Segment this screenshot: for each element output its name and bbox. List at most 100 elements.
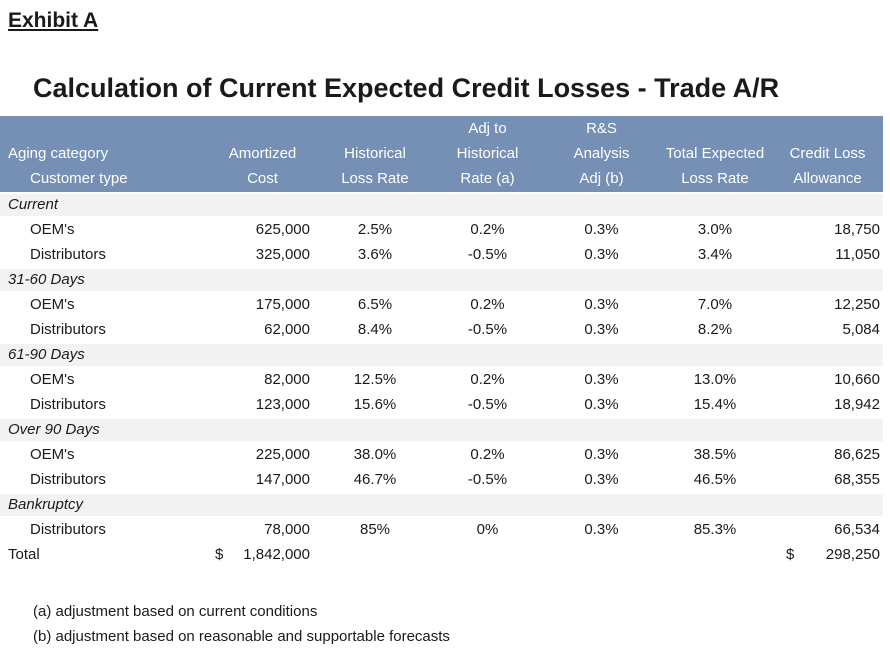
- total-expected-loss-rate-value: 3.4%: [697, 246, 733, 263]
- adj-to-historical-value: 0.2%: [470, 446, 505, 463]
- header-rs-analysis-line1: R&S: [586, 120, 617, 137]
- historical-loss-rate-value: 46.7%: [353, 471, 397, 488]
- adj-to-historical-value: -0.5%: [467, 321, 508, 338]
- category-row: Bankruptcy: [0, 492, 883, 517]
- adj-to-historical-value: -0.5%: [467, 246, 508, 263]
- header-historical-loss-rate-line1: Historical: [344, 145, 406, 162]
- total-expected-loss-rate-value: 8.2%: [697, 321, 733, 338]
- credit-loss-allowance-value: 12,250: [834, 296, 880, 313]
- historical-loss-rate-value: 6.5%: [357, 296, 393, 313]
- header-amortized-cost-line1: Amortized: [228, 145, 297, 162]
- total-amortized-cost-cell: $ 1,842,000: [205, 542, 320, 567]
- historical-loss-rate-value: 3.6%: [357, 246, 393, 263]
- category-row: 61-90 Days: [0, 342, 883, 367]
- header-amortized-cost-line2: Cost: [247, 170, 278, 187]
- total-empty-adj: [430, 542, 545, 567]
- adj-to-historical-value: 0%: [476, 521, 499, 538]
- historical-loss-rate-value: 15.6%: [353, 396, 397, 413]
- rs-analysis-adj-value: 0.3%: [584, 521, 619, 538]
- amortized-cost-value: 147,000: [255, 471, 310, 488]
- category-label: Bankruptcy: [8, 496, 84, 513]
- exhibit-label: Exhibit A: [8, 9, 99, 32]
- customer-type-label: Distributors: [30, 246, 106, 263]
- table-row: OEM's 175,000 6.5% 0.2% 0.3% 7.0% 12,250: [0, 292, 883, 317]
- category-label: 61-90 Days: [8, 346, 85, 363]
- amortized-cost-value: 62,000: [264, 321, 310, 338]
- header-adj-to-historical: Adj to Historical Rate (a): [430, 116, 545, 192]
- header-historical-loss-rate: Historical Loss Rate: [320, 141, 430, 192]
- header-total-expected-line1: Total Expected: [665, 145, 765, 162]
- header-credit-loss-allowance-line1: Credit Loss: [789, 145, 866, 162]
- rs-analysis-adj-value: 0.3%: [584, 371, 619, 388]
- header-adj-to-historical-line2: Historical: [456, 145, 519, 162]
- total-allowance-value: 298,250: [825, 546, 880, 563]
- rs-analysis-adj-value: 0.3%: [584, 396, 619, 413]
- total-allowance-currency: $: [786, 546, 795, 563]
- credit-loss-allowance-value: 11,050: [835, 246, 880, 263]
- header-credit-loss-allowance: Credit Loss Allowance: [772, 141, 883, 192]
- total-expected-loss-rate-value: 85.3%: [693, 521, 737, 538]
- total-empty-rs: [545, 542, 658, 567]
- category-row: Current: [0, 192, 883, 217]
- customer-type-label: OEM's: [30, 446, 75, 463]
- adj-to-historical-value: 0.2%: [470, 371, 505, 388]
- header-amortized-cost: Amortized Cost: [205, 141, 320, 192]
- total-label: Total: [8, 546, 40, 563]
- total-allowance-cell: $ 298,250: [772, 542, 883, 567]
- customer-type-label: OEM's: [30, 296, 75, 313]
- amortized-cost-value: 625,000: [255, 221, 310, 238]
- category-row: 31-60 Days: [0, 267, 883, 292]
- total-expected-loss-rate-value: 3.0%: [697, 221, 733, 238]
- historical-loss-rate-value: 8.4%: [357, 321, 393, 338]
- total-expected-loss-rate-value: 7.0%: [697, 296, 733, 313]
- table-row: Distributors 147,000 46.7% -0.5% 0.3% 46.5% 68…: [0, 467, 883, 492]
- customer-type-label: OEM's: [30, 221, 75, 238]
- table-row: Distributors 62,000 8.4% -0.5% 0.3% 8.2% 5,084: [0, 317, 883, 342]
- header-customer-type-line2: Customer type: [30, 170, 128, 187]
- adj-to-historical-value: -0.5%: [467, 396, 508, 413]
- table-row: Distributors 325,000 3.6% -0.5% 0.3% 3.4% 11,0…: [0, 242, 883, 267]
- credit-loss-allowance-value: 18,750: [834, 221, 880, 238]
- category-label: Current: [8, 196, 59, 213]
- header-rs-analysis-line3: Adj (b): [579, 170, 624, 187]
- rs-analysis-adj-value: 0.3%: [584, 246, 619, 263]
- header-total-expected: Total Expected Loss Rate: [658, 141, 772, 192]
- historical-loss-rate-value: 12.5%: [353, 371, 397, 388]
- table-row: OEM's 225,000 38.0% 0.2% 0.3% 38.5% 86,625: [0, 442, 883, 467]
- total-amortized-cost-value: 1,842,000: [243, 546, 310, 563]
- customer-type-label: Distributors: [30, 521, 106, 538]
- adj-to-historical-value: -0.5%: [467, 471, 508, 488]
- rs-analysis-adj-value: 0.3%: [584, 321, 619, 338]
- customer-type-label: Distributors: [30, 471, 106, 488]
- header-adj-to-historical-line3: Rate (a): [460, 170, 515, 187]
- header-historical-loss-rate-line2: Loss Rate: [341, 170, 409, 187]
- customer-type-label: Distributors: [30, 321, 106, 338]
- table-row: OEM's 82,000 12.5% 0.2% 0.3% 13.0% 10,660: [0, 367, 883, 392]
- credit-loss-allowance-value: 86,625: [834, 446, 880, 463]
- amortized-cost-value: 82,000: [264, 371, 310, 388]
- footnote-b: (b) adjustment based on reasonable and s…: [33, 628, 450, 645]
- credit-loss-allowance-value: 68,355: [834, 471, 880, 488]
- total-expected-loss-rate-value: 46.5%: [693, 471, 737, 488]
- total-empty-historical: [320, 542, 430, 567]
- adj-to-historical-value: 0.2%: [470, 296, 505, 313]
- header-adj-to-historical-line1: Adj to: [468, 120, 507, 137]
- customer-type-label: Distributors: [30, 396, 106, 413]
- table-body: Current OEM's 625,000 2.5% 0.2% 0.3% 3.0% 18,75…: [0, 192, 883, 542]
- amortized-cost-value: 325,000: [255, 246, 310, 263]
- credit-loss-allowance-value: 5,084: [842, 321, 880, 338]
- customer-type-label: OEM's: [30, 371, 75, 388]
- amortized-cost-value: 225,000: [255, 446, 310, 463]
- footnotes: (a) adjustment based on current conditio…: [33, 599, 890, 648]
- total-expected-loss-rate-value: 15.4%: [693, 396, 737, 413]
- category-label: 31-60 Days: [8, 271, 85, 288]
- header-total-expected-line2: Loss Rate: [681, 170, 749, 187]
- page-title: Calculation of Current Expected Credit L…: [33, 73, 780, 103]
- header-aging-category-line1: Aging category: [8, 145, 109, 162]
- table-row: Distributors 78,000 85% 0% 0.3% 85.3% 66,534: [0, 517, 883, 542]
- credit-loss-allowance-value: 66,534: [834, 521, 880, 538]
- header-rs-analysis-line2: Analysis: [573, 145, 630, 162]
- amortized-cost-value: 123,000: [255, 396, 310, 413]
- rs-analysis-adj-value: 0.3%: [584, 296, 619, 313]
- header-aging-category: Aging category Customer type: [0, 141, 205, 192]
